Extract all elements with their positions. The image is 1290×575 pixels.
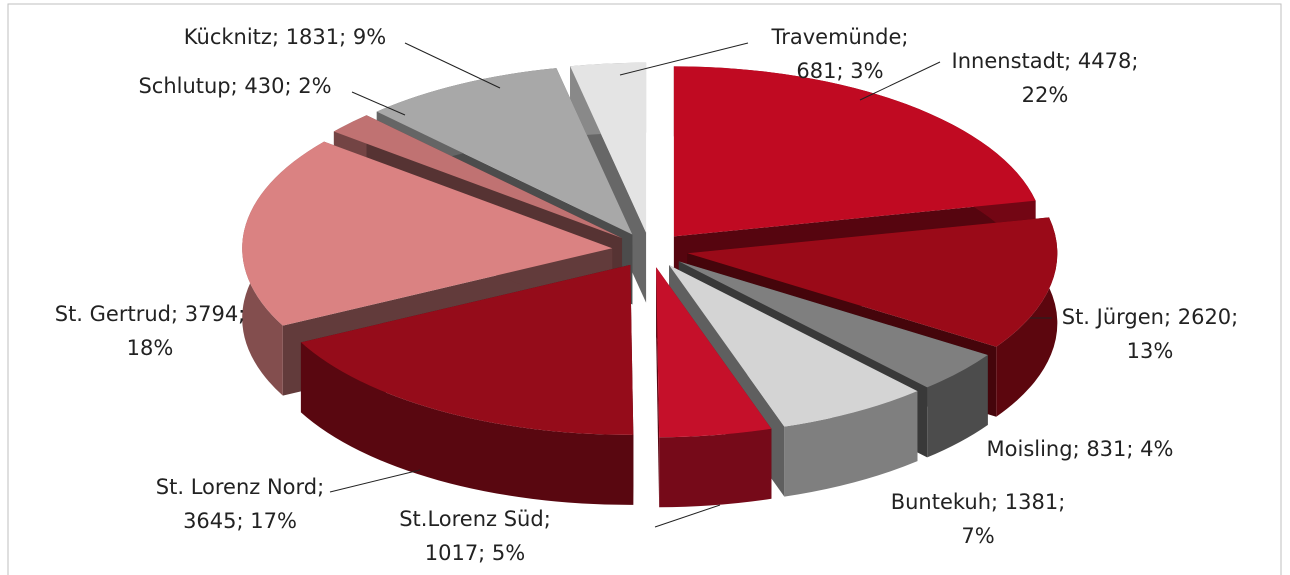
slice-side — [659, 428, 772, 508]
data-label: 22% — [1022, 83, 1069, 107]
data-label: Buntekuh; 1381; — [891, 490, 1066, 514]
slice — [656, 267, 772, 508]
slice-top — [376, 68, 633, 235]
leader-line — [351, 91, 406, 116]
data-label: St.Lorenz Süd; — [399, 507, 551, 531]
data-label: Travemünde; — [771, 25, 909, 49]
slice-wall — [656, 267, 660, 508]
data-label: St. Jürgen; 2620; — [1062, 305, 1239, 329]
leader-line — [619, 42, 749, 76]
leader-line — [404, 42, 501, 89]
data-label: Kücknitz; 1831; 9% — [184, 25, 386, 49]
data-label: 18% — [127, 336, 174, 360]
slice-side — [927, 354, 988, 458]
data-label: Moisling; 831; 4% — [987, 437, 1174, 461]
data-label: Innenstadt; 4478; — [952, 49, 1139, 73]
slice-top — [300, 264, 634, 435]
data-label: 1017; 5% — [425, 541, 526, 565]
pie — [242, 62, 1058, 508]
slice-top — [669, 265, 918, 427]
slice-top — [687, 217, 1058, 347]
slice — [300, 264, 634, 505]
leader-line — [654, 504, 721, 528]
slice-side — [784, 391, 918, 497]
slice-side — [300, 342, 634, 505]
slice-top — [242, 141, 613, 326]
slice-top — [678, 261, 988, 388]
data-label: 681; 3% — [796, 59, 883, 83]
leader-line — [329, 469, 421, 493]
data-label: 7% — [961, 524, 994, 548]
data-label: 3645; 17% — [183, 509, 297, 533]
labels: Innenstadt; 4478; 22% St. Jürgen; 2620; 13%… — [55, 25, 1239, 565]
slice-top — [673, 66, 1036, 237]
slice-top — [333, 115, 623, 239]
slice-side — [996, 217, 1058, 417]
slice-top — [656, 267, 772, 438]
data-label: Schlutup; 430; 2% — [138, 74, 331, 98]
slice-top — [570, 62, 647, 233]
chart-frame — [7, 3, 1282, 575]
data-label: 13% — [1127, 339, 1174, 363]
leader-line — [859, 61, 941, 101]
data-label: St. Lorenz Nord; — [156, 475, 324, 499]
data-label: St. Gertrud; 3794; — [55, 302, 246, 326]
